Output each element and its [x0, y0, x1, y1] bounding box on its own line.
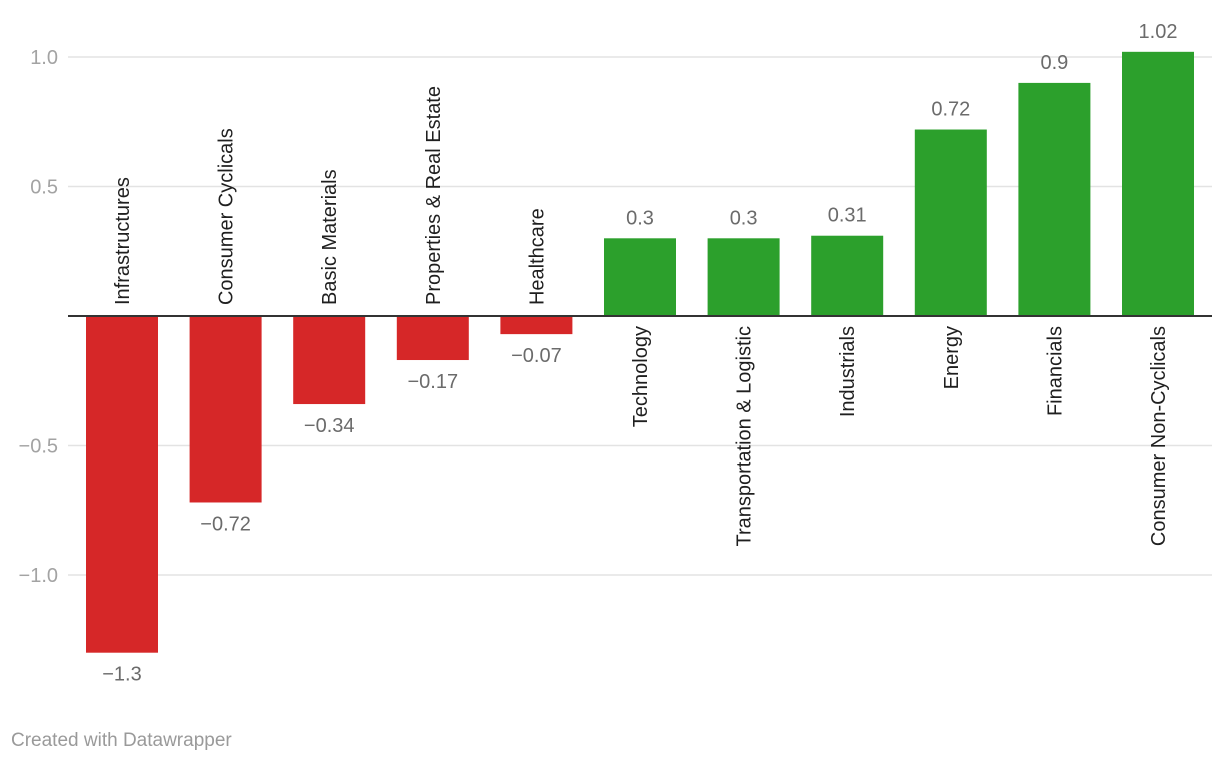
value-label: 0.72	[931, 99, 970, 121]
category-labels: Infrastructures Consumer Cyclicals Basic M…	[112, 86, 1170, 546]
y-tick-label: −0.5	[19, 436, 58, 458]
category-label: Energy	[941, 326, 963, 389]
value-label: 0.3	[730, 207, 758, 229]
y-tick-label: 0.5	[30, 177, 58, 199]
value-label: 0.3	[626, 207, 654, 229]
bar-chart: 1.0 0.5 −0.5 −1.0 −1.3 −0.72 −0.34 −0.17 −0.07 0…	[19, 21, 1212, 686]
value-label: 0.31	[828, 205, 867, 227]
bar	[811, 235, 884, 316]
category-label: Technology	[630, 326, 652, 427]
category-label: Infrastructures	[112, 177, 134, 305]
y-tick-label: 1.0	[30, 47, 58, 69]
bar	[1018, 82, 1091, 317]
bars	[86, 51, 1194, 653]
bar	[189, 316, 262, 503]
value-labels: −1.3 −0.72 −0.34 −0.17 −0.07 0.3 0.3 0.31 0.72 0.…	[102, 21, 1177, 686]
category-label: Consumer Cyclicals	[216, 128, 238, 305]
category-label: Healthcare	[526, 208, 548, 305]
category-label: Basic Materials	[319, 169, 341, 305]
footer-credit: Created with Datawrapper	[11, 730, 232, 751]
bar	[500, 316, 573, 335]
bar	[914, 129, 987, 316]
bar	[293, 316, 366, 405]
value-label: −0.34	[304, 415, 355, 437]
value-label: −0.17	[407, 371, 458, 393]
category-label: Transportation & Logistic	[734, 326, 756, 546]
bar	[1122, 51, 1194, 316]
value-label: −1.3	[102, 664, 141, 686]
category-label: Financials	[1044, 326, 1066, 416]
value-label: 1.02	[1139, 21, 1178, 43]
bar	[396, 316, 469, 361]
bar	[604, 238, 676, 316]
y-tick-label: −1.0	[19, 565, 58, 587]
bar	[707, 238, 780, 316]
bar	[86, 316, 158, 653]
value-label: 0.9	[1040, 52, 1068, 74]
category-label: Consumer Non-Cyclicals	[1148, 326, 1170, 546]
category-label: Industrials	[837, 326, 859, 417]
value-label: −0.07	[511, 345, 562, 367]
category-label: Properties & Real Estate	[423, 86, 445, 305]
value-label: −0.72	[200, 513, 251, 535]
y-axis-tick-labels: 1.0 0.5 −0.5 −1.0	[19, 47, 58, 587]
